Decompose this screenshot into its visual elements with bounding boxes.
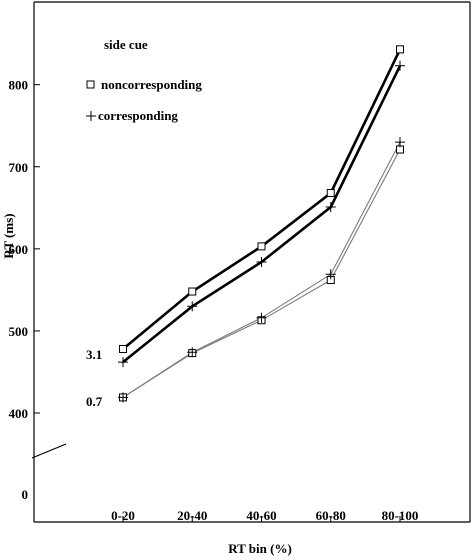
y-tick-label: 800 <box>9 78 29 93</box>
annotation-3.1: 3.1 <box>86 347 102 362</box>
x-tick-label: 40-60 <box>246 508 276 523</box>
point-plus-marker <box>187 347 198 358</box>
y-tick-label: 700 <box>9 160 29 175</box>
point-plus-marker <box>118 357 128 368</box>
x-axis-label: RT bin (%) <box>228 541 292 556</box>
point-square-marker <box>326 189 335 198</box>
x-tick-group: 0-20 20-40 40-60 60-80 80-100 <box>111 508 418 523</box>
series-line-3.1-square <box>122 48 402 351</box>
legend-square-marker <box>86 80 95 89</box>
point-plus-marker <box>325 269 336 280</box>
series-line-0.7-square <box>122 149 401 398</box>
y-tick-label: 500 <box>9 324 29 339</box>
series-markers <box>118 45 405 403</box>
annotation-0.7: 0.7 <box>86 394 103 409</box>
y-axis-label: RT (ms) <box>1 213 16 258</box>
legend-label-noncorresponding: noncorresponding <box>101 77 202 92</box>
point-plus-marker <box>118 392 128 403</box>
point-plus-marker <box>256 256 267 267</box>
x-tick-label: 60-80 <box>316 508 346 523</box>
point-square-marker <box>257 242 266 251</box>
point-square-marker <box>119 344 127 353</box>
legend-plus-marker <box>86 111 96 121</box>
point-plus-marker <box>256 312 267 323</box>
x-tick-label: 20-40 <box>177 508 207 523</box>
y-tick-label: 400 <box>9 406 29 421</box>
point-square-marker <box>396 45 404 54</box>
y-tick-group: 0 400 500 600 700 800 <box>9 78 40 502</box>
series-line-0.7-plus <box>122 141 401 398</box>
series-lines <box>122 48 402 398</box>
axis-break-mark <box>31 443 67 459</box>
legend-label-corresponding: corresponding <box>98 108 178 123</box>
x-tick-label: 80-100 <box>382 508 419 523</box>
point-plus-marker <box>187 301 198 312</box>
point-plus-marker <box>395 137 405 148</box>
legend-title: side cue <box>104 37 148 52</box>
y-tick-label: 0 <box>22 487 29 502</box>
point-square-marker <box>188 287 197 296</box>
point-plus-marker <box>325 201 336 212</box>
y-tick-label: 600 <box>9 242 29 257</box>
point-plus-marker <box>395 60 405 71</box>
x-tick-label: 0-20 <box>111 508 135 523</box>
